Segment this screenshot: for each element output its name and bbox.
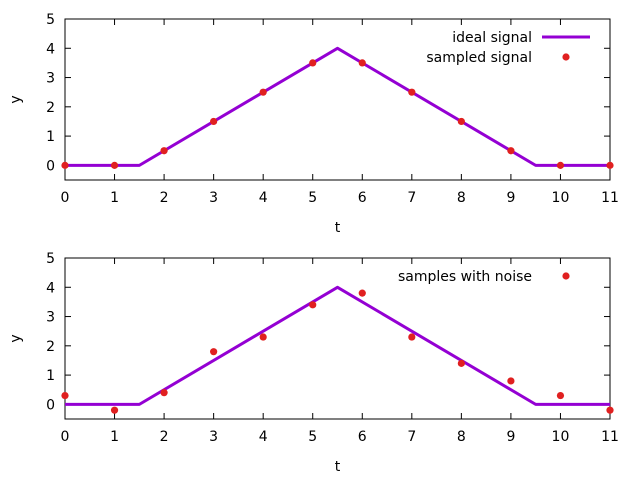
data-point [259, 88, 267, 96]
y-tick-label: 2 [46, 100, 55, 116]
data-point [61, 161, 69, 169]
x-tick-label: 1 [110, 190, 119, 206]
data-point [507, 147, 515, 155]
data-point [309, 301, 317, 309]
y-tick-label: 1 [46, 368, 55, 384]
x-tick-label: 8 [457, 429, 466, 445]
y-tick-label: 1 [46, 129, 55, 145]
y-tick-label: 4 [46, 41, 55, 57]
y-axis-label: y [8, 334, 24, 342]
x-tick-label: 7 [407, 190, 416, 206]
legend-label: samples with noise [398, 269, 532, 285]
data-point [210, 348, 218, 356]
data-point [61, 391, 69, 400]
x-tick-label: 6 [358, 190, 367, 206]
data-point [110, 406, 119, 414]
x-tick-label: 5 [308, 429, 317, 445]
y-tick-label: 0 [46, 158, 55, 174]
series-line-1 [65, 285, 610, 406]
data-point [556, 161, 565, 169]
x-axis-label: t [335, 220, 341, 236]
y-tick-label: 3 [46, 71, 55, 87]
x-tick-label: 4 [259, 429, 268, 445]
data-point [606, 161, 614, 169]
chart-panel-1: 0 1 2 3 4 5 6 7 8 9 10 11 0 1 2 3 4 5 t y ideal signal sample… [8, 12, 619, 236]
legend-swatch-point [562, 272, 570, 280]
data-point [507, 377, 515, 385]
x-tick-label: 8 [457, 190, 466, 206]
x-tick-label: 6 [358, 429, 367, 445]
data-point [160, 389, 168, 397]
x-tick-label: 11 [601, 190, 619, 206]
x-axis-label: t [335, 459, 341, 475]
x-tick-label: 4 [259, 190, 268, 206]
data-point [160, 147, 168, 155]
x-tick-label: 0 [61, 429, 70, 445]
legend-label: sampled signal [426, 50, 532, 66]
x-tick-label: 7 [407, 429, 416, 445]
data-point [110, 161, 119, 169]
y-tick-label: 5 [46, 12, 55, 28]
x-tick-label: 3 [209, 190, 218, 206]
y-axis-label: y [8, 95, 24, 103]
legend-label: ideal signal [452, 30, 532, 46]
x-tick-label: 2 [160, 190, 169, 206]
x-tick-label: 1 [110, 429, 119, 445]
data-point [309, 59, 317, 67]
data-point [606, 406, 614, 414]
y-tick-label: 5 [46, 251, 55, 267]
data-point [556, 391, 565, 400]
data-point [457, 117, 465, 126]
x-tick-label: 5 [308, 190, 317, 206]
data-point [259, 333, 267, 341]
x-tick-label: 9 [506, 190, 515, 206]
chart-panel-2: 0 1 2 3 4 5 6 7 8 9 10 11 0 1 2 3 4 5 t y samples with noise [8, 251, 619, 475]
data-point [408, 333, 416, 341]
y-tick-label: 4 [46, 280, 55, 296]
x-tick-label: 9 [506, 429, 515, 445]
plot-frame [64, 18, 611, 181]
plot-frame [64, 257, 611, 420]
x-tick-label: 3 [209, 429, 218, 445]
x-tick-label: 0 [61, 190, 70, 206]
x-tick-label: 10 [552, 190, 570, 206]
data-point [358, 59, 366, 67]
y-tick-label: 3 [46, 310, 55, 326]
data-point [408, 88, 416, 96]
data-point [457, 359, 465, 367]
y-tick-label: 2 [46, 339, 55, 355]
legend-swatch-point [562, 53, 570, 61]
data-point [358, 289, 366, 297]
y-tick-label: 0 [46, 397, 55, 413]
x-tick-label: 11 [601, 429, 619, 445]
x-tick-label: 10 [552, 429, 570, 445]
x-tick-label: 2 [160, 429, 169, 445]
data-point [210, 117, 218, 126]
